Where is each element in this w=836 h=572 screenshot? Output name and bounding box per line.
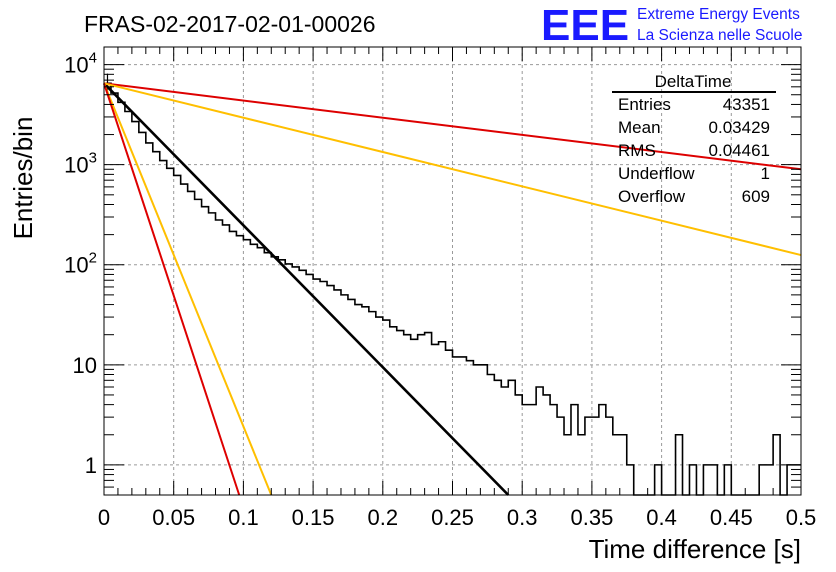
- fit-line-3: [103, 82, 802, 257]
- x-tick-label: 0.45: [710, 505, 753, 530]
- x-tick-label: 0.25: [431, 505, 474, 530]
- y-tick-label: 1: [85, 453, 97, 478]
- stats-row-label: Overflow: [618, 187, 686, 206]
- x-tick-labels: 0 0.05 0.1 0.15 0.2 0.25 0.3 0.35 0.4 0.45 0.5: [98, 505, 816, 530]
- x-tick-label: 0.3: [507, 505, 538, 530]
- stats-row-label: Underflow: [618, 164, 695, 183]
- y-tick-label: 10: [73, 353, 97, 378]
- stats-row-label: Mean: [618, 118, 661, 137]
- y-tick-label: 102: [64, 250, 97, 278]
- stats-row-value: 1: [761, 164, 770, 183]
- stats-row-value: 609: [742, 187, 770, 206]
- stats-row-label: RMS: [618, 141, 656, 160]
- eee-logo-letters: EEE: [541, 1, 629, 50]
- fit-line-5: [103, 83, 241, 496]
- fit-line-1: [103, 82, 510, 496]
- stats-box: DeltaTime Entries 43351 Mean 0.03429 RMS 0.04…: [612, 72, 776, 206]
- chart-title: FRAS-02-2017-02-01-00026: [84, 11, 376, 37]
- fit-line-4: [103, 82, 273, 496]
- stats-row-label: Entries: [618, 95, 671, 114]
- y-tick-label: 103: [64, 150, 97, 178]
- y-axis-label: Entries/bin: [8, 117, 38, 240]
- y-tick-labels: 1 10 102 103 104: [64, 50, 97, 478]
- x-tick-label: 0.5: [786, 505, 817, 530]
- grid-lines: [104, 47, 801, 495]
- x-tick-label: 0: [98, 505, 110, 530]
- fit-line-2: [103, 82, 802, 171]
- axis-ticks: [103, 47, 802, 496]
- eee-logo-line1: Extreme Energy Events: [637, 6, 800, 23]
- x-tick-label: 0.15: [292, 505, 335, 530]
- x-axis-label: Time difference [s]: [589, 534, 801, 564]
- eee-logo-line2: La Scienza nelle Scuole: [637, 27, 802, 44]
- eee-logo: EEE Extreme Energy Events La Scienza nel…: [541, 1, 802, 50]
- fit-lines: [103, 82, 802, 496]
- x-tick-label: 0.35: [570, 505, 613, 530]
- y-tick-label: 104: [64, 50, 97, 78]
- stats-box-title: DeltaTime: [655, 72, 732, 91]
- x-tick-label: 0.05: [152, 505, 195, 530]
- stats-row-value: 0.04461: [709, 141, 770, 160]
- x-tick-label: 0.1: [228, 505, 259, 530]
- stats-rows: Entries 43351 Mean 0.03429 RMS 0.04461 Underfl…: [618, 95, 770, 206]
- stats-row-value: 0.03429: [709, 118, 770, 137]
- x-tick-label: 0.2: [368, 505, 399, 530]
- x-tick-label: 0.4: [646, 505, 677, 530]
- stats-row-value: 43351: [723, 95, 770, 114]
